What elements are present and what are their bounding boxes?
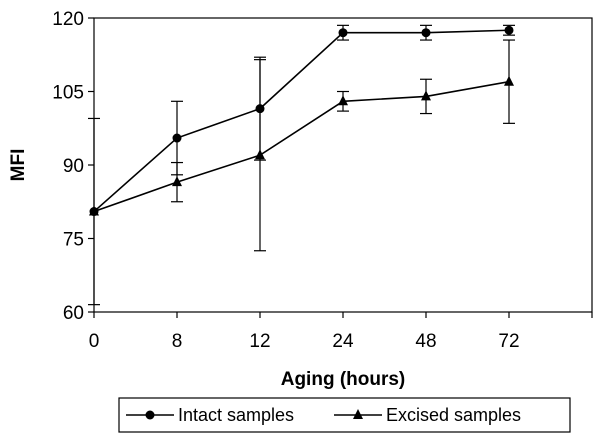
series-lines	[93, 29, 510, 213]
data-point-intact	[504, 25, 514, 35]
data-point-intact	[255, 104, 265, 114]
y-tick-label: 75	[63, 230, 84, 251]
data-point-intact	[421, 28, 431, 38]
data-point-intact	[338, 28, 348, 38]
x-tick-label: 48	[415, 331, 436, 352]
y-axis: 60 75 90 105 120	[52, 9, 94, 324]
legend-label-excised: Excised samples	[386, 405, 521, 425]
y-tick-label: 105	[52, 83, 84, 104]
y-tick-label: 90	[63, 156, 84, 177]
x-tick-label: 8	[172, 331, 183, 352]
legend-marker-excised	[353, 409, 363, 419]
y-tick-label: 120	[52, 9, 84, 30]
series-line-intact	[93, 29, 510, 213]
error-bars	[88, 24, 515, 306]
plot-area	[93, 17, 593, 313]
legend-label-intact: Intact samples	[178, 405, 294, 425]
data-point-excised	[255, 149, 265, 160]
legend-marker-intact	[145, 410, 155, 420]
data-point-excised	[338, 95, 348, 106]
data-point-excised	[172, 176, 182, 187]
x-tick-label: 72	[498, 331, 519, 352]
data-point-excised	[421, 90, 431, 101]
x-tick-label: 12	[249, 331, 270, 352]
x-axis-title: Aging (hours)	[281, 369, 406, 390]
data-markers	[89, 25, 514, 217]
data-point-excised	[89, 205, 99, 216]
y-axis-title: MFI	[8, 149, 29, 182]
series-line-excised	[93, 80, 510, 213]
data-point-intact	[172, 133, 182, 143]
x-axis: 0 8 12 24 48 72	[89, 312, 593, 352]
y-tick-label: 60	[63, 303, 84, 324]
legend: Intact samples Excised samples	[118, 397, 571, 433]
plot-frame	[93, 17, 593, 313]
x-tick-label: 0	[89, 331, 100, 352]
x-tick-label: 24	[332, 331, 354, 352]
data-point-excised	[504, 75, 514, 86]
